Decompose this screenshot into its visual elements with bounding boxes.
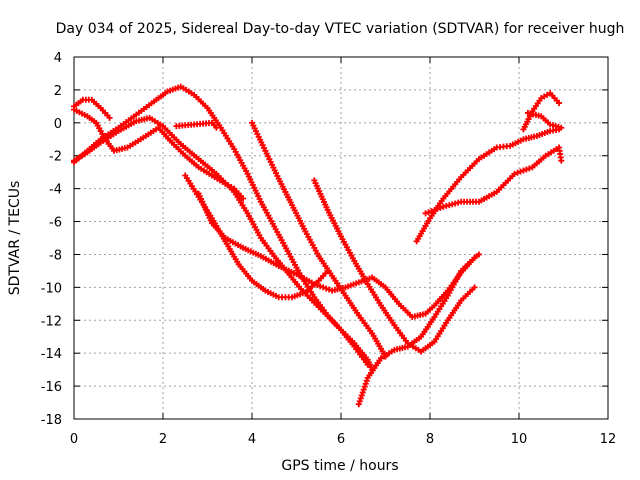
- data-point: [556, 100, 563, 107]
- data-point: [520, 167, 527, 174]
- series-arc-6: [249, 119, 389, 360]
- series-arc-8: [195, 190, 482, 320]
- data-point: [317, 283, 324, 290]
- y-tick-label: -12: [41, 314, 62, 329]
- data-point: [558, 157, 565, 164]
- data-point: [359, 389, 366, 396]
- data-point: [475, 251, 482, 258]
- axis-ticks: 0 2 4 6 8 10 12 -18 -16 -14 -12 -10 -8 -6 -4 -2 0 2 4: [41, 51, 617, 447]
- x-tick-label: 8: [426, 432, 434, 447]
- data-point: [526, 165, 533, 172]
- data-point: [471, 254, 478, 261]
- data-point: [361, 383, 368, 390]
- series-arc-13: [520, 90, 563, 133]
- grid: [74, 57, 608, 419]
- data-point: [106, 114, 113, 121]
- series-arc-3: [71, 114, 376, 373]
- series-arc-5: [173, 119, 220, 131]
- series-line: [73, 117, 374, 371]
- series-arc-9: [311, 177, 478, 355]
- data-point: [514, 169, 521, 176]
- data-point: [213, 124, 220, 131]
- data-point: [326, 286, 333, 293]
- data-point: [240, 195, 247, 202]
- data-point: [358, 392, 365, 399]
- data-point: [558, 124, 565, 131]
- data-point: [362, 380, 369, 387]
- y-tick-label: 4: [54, 51, 62, 66]
- y-tick-label: -10: [41, 281, 62, 296]
- y-tick-label: -6: [49, 216, 62, 231]
- data-point: [428, 208, 435, 215]
- series-arc-4: [71, 83, 371, 368]
- data-point: [364, 361, 371, 368]
- y-tick-label: 2: [54, 84, 62, 99]
- x-tick-label: 2: [159, 432, 167, 447]
- data-point: [437, 204, 444, 211]
- x-tick-label: 12: [600, 432, 617, 447]
- y-tick-label: -2: [49, 150, 62, 165]
- data-point: [357, 395, 364, 402]
- data-point: [431, 207, 438, 214]
- y-tick-label: -8: [49, 248, 62, 263]
- x-tick-label: 6: [337, 432, 345, 447]
- chart-title: Day 034 of 2025, Sidereal Day-to-day VTE…: [56, 21, 625, 37]
- data-point: [311, 281, 318, 288]
- data-point: [355, 401, 362, 408]
- data-point: [425, 209, 432, 216]
- x-axis-title: GPS time / hours: [281, 458, 398, 474]
- data-series: [71, 83, 565, 408]
- series-arc-11: [413, 126, 563, 245]
- data-point: [324, 267, 331, 274]
- y-tick-label: -18: [41, 413, 62, 428]
- x-tick-label: 10: [511, 432, 528, 447]
- y-axis-title: SDTVAR / TECUs: [7, 181, 23, 296]
- y-tick-label: -14: [41, 347, 62, 362]
- y-tick-label: -4: [49, 183, 62, 198]
- series-arc-14: [524, 109, 565, 131]
- data-point: [511, 170, 518, 177]
- data-point: [314, 282, 321, 289]
- data-point: [517, 168, 524, 175]
- series-line: [251, 122, 387, 358]
- data-point: [523, 166, 530, 173]
- y-tick-label: -16: [41, 380, 62, 395]
- data-point: [434, 205, 441, 212]
- series-line: [197, 192, 480, 318]
- y-tick-label: 0: [54, 117, 62, 132]
- series-arc-10: [355, 254, 478, 408]
- data-point: [360, 386, 367, 393]
- data-point: [363, 377, 370, 384]
- data-point: [422, 210, 429, 217]
- series-line: [415, 128, 560, 243]
- data-point: [323, 285, 330, 292]
- series-arc-12: [422, 144, 565, 217]
- data-point: [356, 398, 363, 405]
- data-point: [471, 284, 478, 291]
- data-point: [320, 284, 327, 291]
- x-tick-label: 0: [70, 432, 78, 447]
- series-arc-1: [71, 96, 113, 121]
- x-tick-label: 4: [248, 432, 256, 447]
